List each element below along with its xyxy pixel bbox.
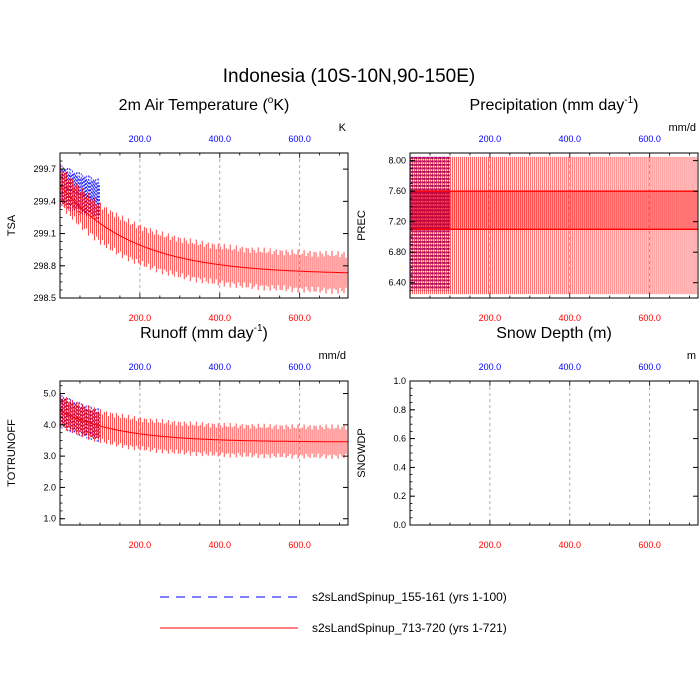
y-tick-label: 0.0 bbox=[393, 520, 406, 530]
panel-title: 2m Air Temperature (oK) bbox=[119, 95, 290, 114]
panel-title: Precipitation (mm day-1) bbox=[470, 95, 639, 114]
y-axis-label: SNOWDP bbox=[356, 428, 368, 478]
y-tick-label: 6.80 bbox=[388, 247, 406, 257]
y-axis-label: PREC bbox=[356, 210, 368, 241]
level-band bbox=[410, 191, 698, 230]
y-tick-label: 3.0 bbox=[43, 451, 56, 461]
series-blue bbox=[60, 163, 101, 222]
y-tick-label: 298.5 bbox=[33, 293, 56, 303]
panel-2: Precipitation (mm day-1) mm/d 200.0 200.0 40… bbox=[356, 95, 699, 323]
y-axis-label: TSA bbox=[6, 214, 18, 236]
x-top-tick-label: 400.0 bbox=[209, 362, 232, 372]
data-series bbox=[60, 393, 349, 459]
x-top-tick-label: 200.0 bbox=[129, 134, 152, 144]
series-red bbox=[60, 164, 349, 294]
y-tick-label: 299.4 bbox=[33, 196, 56, 206]
x-bottom-tick-label: 400.0 bbox=[559, 313, 582, 323]
figure-title: Indonesia (10S-10N,90-150E) bbox=[223, 66, 475, 87]
x-bottom-tick-label: 400.0 bbox=[209, 313, 232, 323]
x-top-tick-label: 600.0 bbox=[288, 362, 311, 372]
y-tick-label: 5.0 bbox=[43, 389, 56, 399]
unit-label: m bbox=[687, 350, 696, 362]
series-red bbox=[410, 156, 699, 295]
y-tick-label: 7.60 bbox=[388, 186, 406, 196]
x-bottom-tick-label: 200.0 bbox=[129, 540, 152, 550]
y-tick-label: 0.4 bbox=[393, 462, 406, 472]
x-bottom-tick-label: 600.0 bbox=[288, 313, 311, 323]
x-top-tick-label: 400.0 bbox=[209, 134, 232, 144]
x-top-tick-label: 400.0 bbox=[559, 362, 582, 372]
x-top-tick-label: 200.0 bbox=[129, 362, 152, 372]
y-tick-label: 6.40 bbox=[388, 278, 406, 288]
panel-3: Runoff (mm day-1) mm/d 200.0 200.0 400.0 400.… bbox=[6, 323, 349, 550]
y-tick-label: 298.8 bbox=[33, 261, 56, 271]
panels: 2m Air Temperature (oK) K 200.0 200.0 400.0 4… bbox=[6, 95, 699, 550]
panel-1: 2m Air Temperature (oK) K 200.0 200.0 400.0 4… bbox=[6, 95, 349, 323]
x-top-tick-label: 600.0 bbox=[288, 134, 311, 144]
y-tick-label: 0.6 bbox=[393, 434, 406, 444]
series-red bbox=[60, 393, 349, 459]
x-bottom-tick-label: 200.0 bbox=[479, 313, 502, 323]
y-tick-label: 1.0 bbox=[43, 514, 56, 524]
unit-label: K bbox=[339, 122, 347, 134]
plot-frame bbox=[409, 380, 699, 526]
x-bottom-tick-label: 600.0 bbox=[638, 540, 661, 550]
x-top-tick-label: 600.0 bbox=[638, 362, 661, 372]
x-top-tick-label: 200.0 bbox=[479, 362, 502, 372]
y-tick-label: 8.00 bbox=[388, 156, 406, 166]
data-series bbox=[410, 156, 699, 295]
legend-item: s2sLandSpinup_713-720 (yrs 1-721) bbox=[160, 621, 507, 635]
x-top-tick-label: 400.0 bbox=[559, 134, 582, 144]
x-bottom-tick-label: 600.0 bbox=[288, 540, 311, 550]
unit-label: mm/d bbox=[319, 350, 347, 362]
x-top-tick-label: 200.0 bbox=[479, 134, 502, 144]
y-tick-label: 7.20 bbox=[388, 217, 406, 227]
y-axis-label: TOTRUNOFF bbox=[6, 419, 18, 487]
panel-4: Snow Depth (m) m 200.0 200.0 400.0 400.0 600.0… bbox=[356, 325, 699, 550]
x-bottom-tick-label: 200.0 bbox=[129, 313, 152, 323]
y-tick-label: 1.0 bbox=[393, 376, 406, 386]
mean-line bbox=[60, 410, 348, 443]
plot-frame bbox=[59, 380, 349, 526]
x-bottom-tick-label: 200.0 bbox=[479, 540, 502, 550]
legend-label: s2sLandSpinup_713-720 (yrs 1-721) bbox=[312, 621, 507, 635]
y-tick-label: 2.0 bbox=[43, 482, 56, 492]
x-bottom-tick-label: 600.0 bbox=[638, 313, 661, 323]
data-series bbox=[60, 163, 349, 294]
y-tick-label: 299.7 bbox=[33, 164, 56, 174]
unit-label: mm/d bbox=[669, 122, 697, 134]
x-bottom-tick-label: 400.0 bbox=[209, 540, 232, 550]
legend-item: s2sLandSpinup_155-161 (yrs 1-100) bbox=[160, 590, 507, 604]
y-tick-label: 0.8 bbox=[393, 405, 406, 415]
panel-title: Snow Depth (m) bbox=[496, 325, 612, 342]
legend-label: s2sLandSpinup_155-161 (yrs 1-100) bbox=[312, 590, 507, 604]
x-top-tick-label: 600.0 bbox=[638, 134, 661, 144]
panel-title: Runoff (mm day-1) bbox=[140, 323, 268, 342]
plot-frame bbox=[409, 152, 699, 299]
mean-line bbox=[60, 185, 348, 274]
x-bottom-tick-label: 400.0 bbox=[559, 540, 582, 550]
legend: s2sLandSpinup_155-161 (yrs 1-100) s2sLand… bbox=[160, 590, 507, 635]
y-tick-label: 4.0 bbox=[43, 420, 56, 430]
y-tick-label: 0.2 bbox=[393, 491, 406, 501]
y-tick-label: 299.1 bbox=[33, 229, 56, 239]
